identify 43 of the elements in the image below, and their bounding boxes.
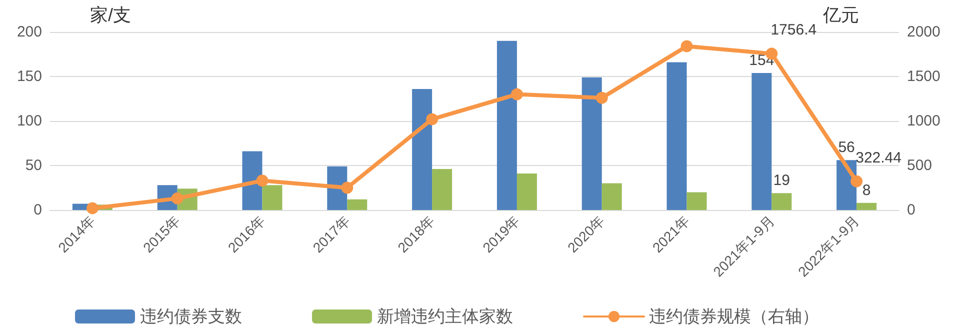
bar <box>262 185 282 210</box>
data-label: 19 <box>773 172 790 190</box>
point <box>86 202 98 214</box>
y-tick-label: 150 <box>16 68 42 85</box>
point <box>850 175 863 188</box>
data-label: 322.44 <box>856 149 902 166</box>
bar <box>772 193 792 210</box>
y-tick-label: 200 <box>16 24 42 40</box>
y2-tick-label: 0 <box>907 202 916 218</box>
y-tick-label: 100 <box>16 112 42 130</box>
bar <box>432 169 452 210</box>
bar <box>752 72 772 210</box>
point <box>680 40 693 52</box>
data-label: 1756.4 <box>770 22 817 39</box>
legend-label: 违约债券支数 <box>140 307 242 326</box>
point <box>341 182 354 194</box>
data-label: 8 <box>862 182 871 199</box>
y2-tick-label: 1000 <box>907 112 940 130</box>
y-tick-label: 0 <box>34 202 42 218</box>
bar <box>516 174 537 210</box>
legend-label: 新增违约主体家数 <box>377 307 513 326</box>
y2-tick-label: 2000 <box>907 24 940 40</box>
data-label: 56 <box>838 139 855 156</box>
bar <box>347 199 368 210</box>
bar <box>242 151 262 210</box>
legend-label: 违约债券规模（右轴） <box>649 307 819 326</box>
point <box>510 88 523 100</box>
point <box>256 174 268 187</box>
bar <box>686 192 707 210</box>
bar <box>602 183 622 210</box>
y2-tick-label: 500 <box>907 157 932 174</box>
bar <box>412 88 432 210</box>
point <box>171 192 184 204</box>
bar <box>496 40 517 210</box>
y2-tick-label: 1500 <box>907 68 940 85</box>
bar <box>666 62 687 210</box>
y-tick-label: 50 <box>25 157 42 174</box>
point <box>426 113 438 126</box>
point <box>596 92 608 104</box>
bar <box>856 202 877 210</box>
bar <box>582 77 602 210</box>
y2-axis-title: 亿元 <box>822 5 859 25</box>
y-axis-title: 家/支 <box>90 5 132 25</box>
